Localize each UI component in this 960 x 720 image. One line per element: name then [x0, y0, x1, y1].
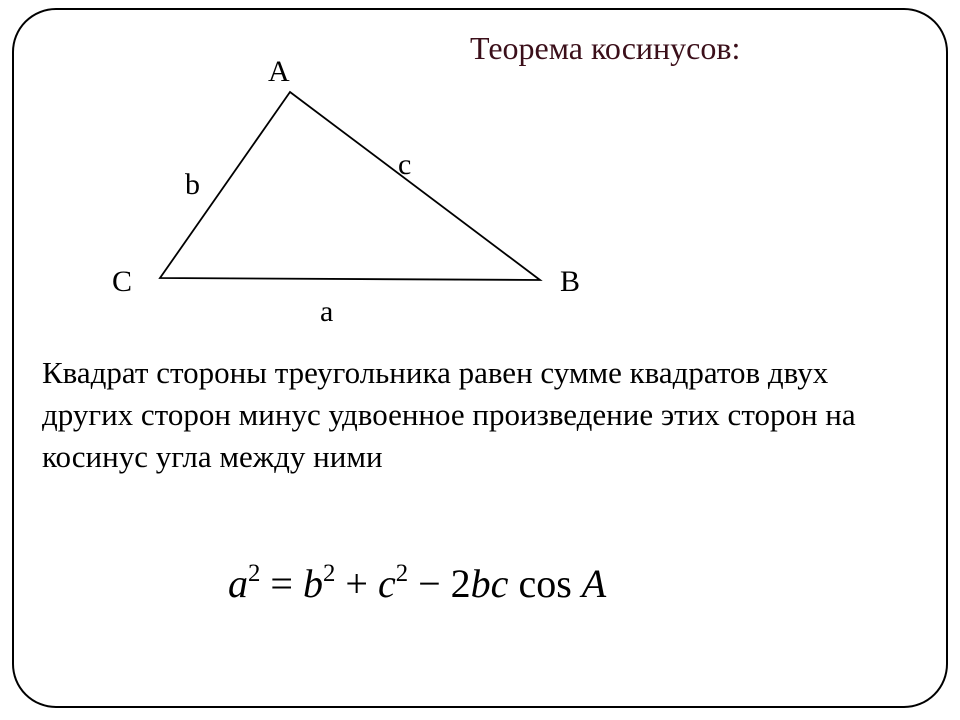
- formula-space: [508, 561, 518, 606]
- formula-bc: bc: [471, 561, 509, 606]
- side-label-b: b: [185, 168, 200, 202]
- theorem-statement: Квадрат стороны треугольника равен сумме…: [42, 352, 922, 478]
- triangle-diagram: [100, 60, 580, 320]
- vertex-label-a: A: [268, 55, 290, 89]
- formula-plus: +: [335, 561, 378, 606]
- formula-b: b: [303, 561, 323, 606]
- formula-c: c: [378, 561, 396, 606]
- formula-cos: cos: [518, 561, 571, 606]
- formula-a: a: [228, 561, 248, 606]
- formula-eq: =: [260, 561, 303, 606]
- formula: a2 = b2 + c2 − 2bc cos A: [228, 560, 606, 607]
- formula-angle-a: A: [582, 561, 606, 606]
- formula-b-exp: 2: [323, 560, 335, 587]
- formula-a-exp: 2: [248, 560, 260, 587]
- formula-space2: [572, 561, 582, 606]
- vertex-label-b: B: [560, 265, 580, 299]
- vertex-label-c: C: [112, 265, 132, 299]
- triangle-shape: [160, 92, 540, 280]
- side-label-a: a: [320, 295, 333, 329]
- formula-minus-2: − 2: [408, 561, 471, 606]
- formula-c-exp: 2: [396, 560, 408, 587]
- side-label-c: c: [398, 148, 411, 182]
